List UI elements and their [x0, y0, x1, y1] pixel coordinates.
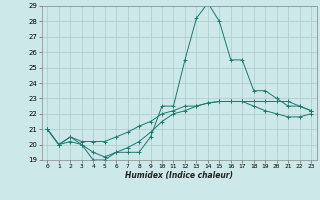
X-axis label: Humidex (Indice chaleur): Humidex (Indice chaleur) — [125, 171, 233, 180]
